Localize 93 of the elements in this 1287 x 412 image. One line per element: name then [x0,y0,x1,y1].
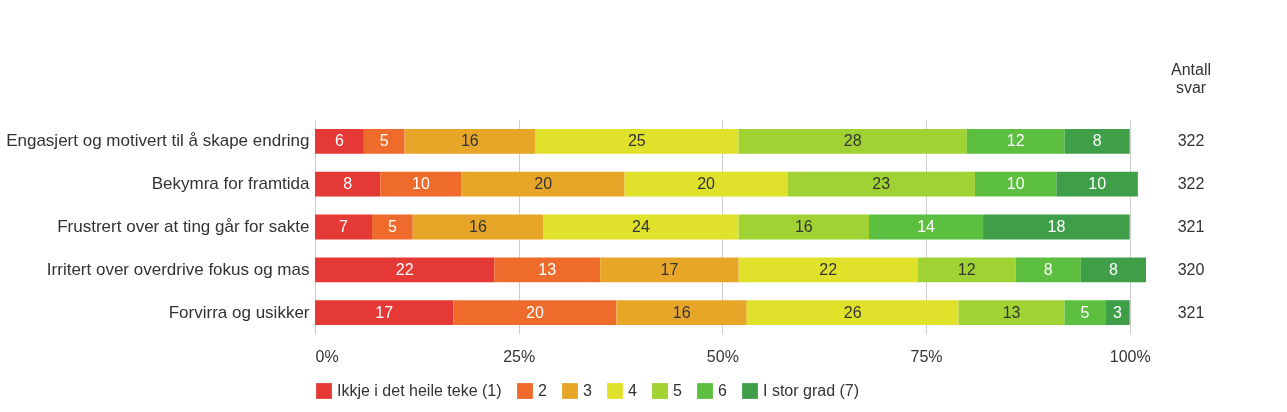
data-label: 3 [1113,303,1123,321]
text: 322 [1177,175,1205,193]
legend-label: Ikkje i det heile teke (1) [337,382,502,399]
bar [315,171,381,197]
x-tick-label: 75% [910,347,943,365]
bar [315,300,454,326]
data-label: 18 [1047,218,1066,235]
data-label: 22 [395,260,414,278]
bar [738,128,967,154]
bar [315,128,364,154]
data-label: 5 [387,218,397,235]
data-label: 12 [957,260,976,278]
data-label: 10 [1088,175,1107,193]
bar [738,214,869,240]
legend-label: 3 [583,382,592,399]
bar [1064,300,1106,326]
bar [363,128,405,154]
bar [624,171,788,197]
data-label: 20 [697,175,716,193]
data-label: 8 [1108,260,1118,278]
data-label: 8 [1043,260,1053,278]
bar [404,128,535,154]
data-label: 5 [379,132,389,150]
data-label: 22 [819,260,838,278]
data-label: 10 [412,175,430,193]
bar [1064,128,1130,154]
data-label: 13 [1002,303,1021,321]
bar [453,300,617,326]
data-label: 26 [843,303,862,321]
data-label: 10 [1006,175,1025,193]
bar [983,214,1130,240]
data-label: 20 [526,303,544,321]
bar [534,128,739,154]
bar [372,214,413,240]
bar [494,257,601,283]
bar [616,300,747,326]
bar [543,214,739,240]
x-tick-label: 50% [706,347,739,365]
legend-label: 2 [538,382,547,399]
data-label: 16 [672,303,691,321]
bar [787,171,975,197]
bar [600,257,739,283]
bar [869,214,984,240]
text: 321 [1177,303,1205,321]
x-tick-label: 100% [1109,347,1151,365]
text: 322 [1177,132,1205,150]
data-label: 24 [631,218,650,235]
data-label: 16 [794,218,813,235]
text: Antall svar [1170,61,1212,96]
bar [412,214,544,240]
bar [974,171,1057,197]
data-label: 17 [660,260,679,278]
bar [738,257,918,283]
y-tick-label: Forvirra og usikker [168,302,310,322]
bar [1056,171,1138,197]
bar [315,257,495,283]
bar [746,300,959,326]
text: 321 [1177,218,1205,235]
data-label: 16 [469,218,487,235]
data-label: 14 [917,218,936,235]
bar [917,257,1016,283]
text: 320 [1177,260,1205,278]
data-label: 28 [843,132,862,150]
data-label: 25 [627,132,646,150]
data-label: 8 [1092,132,1102,150]
data-label: 7 [339,218,349,235]
bar [461,171,625,197]
data-label: 20 [534,175,553,193]
y-tick-label: Engasjert og motivert til å skape endring [6,131,310,151]
data-label: 23 [872,175,891,193]
bar [966,128,1065,154]
legend-label: 5 [673,382,682,399]
legend-label: I stor grad (7) [763,382,860,399]
data-label: 17 [375,303,394,321]
bar [315,214,373,240]
bar [958,300,1065,326]
data-label: 8 [343,175,353,193]
data-label: 12 [1006,132,1025,150]
legend-label: 6 [718,382,727,399]
y-tick-label: Frustrert over at ting går for sakte [57,217,310,236]
y-tick-label: Bekymra for framtida [151,174,311,194]
data-label: 6 [334,132,344,150]
legend-label: 4 [628,382,637,399]
bar [1105,300,1130,326]
data-label: 5 [1080,303,1090,321]
x-tick-label: 0% [315,347,339,365]
x-tick-label: 25% [503,347,536,365]
data-label: 13 [538,260,557,278]
data-label: 16 [460,132,479,150]
bar [380,171,462,197]
bar [1015,257,1081,283]
bar [1080,257,1146,283]
y-tick-label: Irritert over overdrive fokus og mas [46,259,310,279]
